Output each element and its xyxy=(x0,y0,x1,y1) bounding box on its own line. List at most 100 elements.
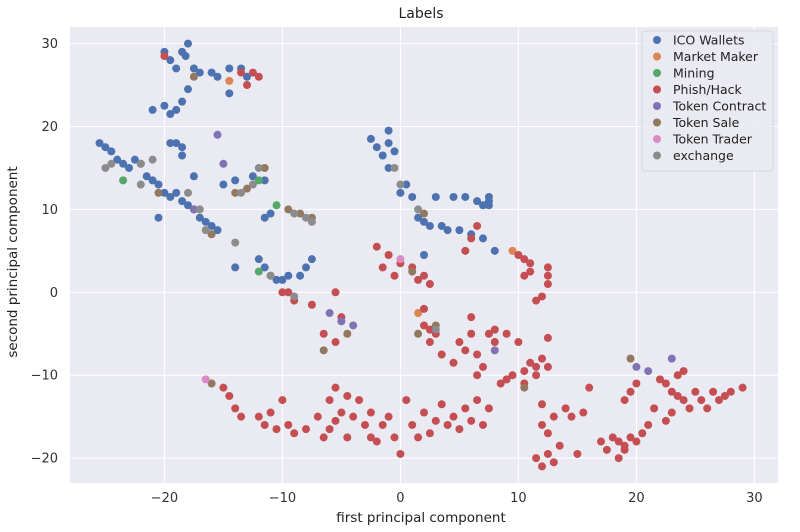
point-phish-hack xyxy=(614,437,623,446)
point-phish-hack xyxy=(726,387,735,396)
point-ico-wallets xyxy=(449,192,458,201)
y-tick-label: 10 xyxy=(41,203,58,218)
point-exchange xyxy=(231,238,240,247)
point-exchange xyxy=(254,163,263,172)
point-ico-wallets xyxy=(420,251,428,259)
point-mining xyxy=(254,267,263,276)
y-tick-label: −10 xyxy=(31,369,58,384)
point-token-sale xyxy=(260,163,269,172)
point-phish-hack xyxy=(650,404,659,413)
point-token-sale xyxy=(207,379,216,388)
point-phish-hack xyxy=(538,292,546,301)
point-ico-wallets xyxy=(130,155,139,164)
point-phish-hack xyxy=(532,371,541,380)
point-phish-hack xyxy=(697,396,706,405)
point-phish-hack xyxy=(425,280,434,289)
point-exchange xyxy=(201,226,210,235)
point-ico-wallets xyxy=(166,139,175,148)
point-ico-wallets xyxy=(455,226,464,235)
point-ico-wallets xyxy=(184,201,192,210)
point-phish-hack xyxy=(390,433,399,442)
point-token-sale xyxy=(243,184,251,193)
point-ico-wallets xyxy=(172,64,181,73)
point-phish-hack xyxy=(543,362,552,371)
point-phish-hack xyxy=(597,437,605,446)
legend-marker xyxy=(653,135,661,143)
point-ico-wallets xyxy=(213,72,222,81)
point-phish-hack xyxy=(484,329,493,338)
point-ico-wallets xyxy=(195,213,204,222)
point-ico-wallets xyxy=(101,143,110,152)
point-mining xyxy=(272,201,281,210)
point-exchange xyxy=(431,325,440,334)
point-phish-hack xyxy=(467,313,476,322)
point-phish-hack xyxy=(738,383,747,392)
point-ico-wallets xyxy=(272,275,281,284)
point-ico-wallets xyxy=(366,134,375,143)
point-phish-hack xyxy=(490,325,499,334)
point-phish-hack xyxy=(284,420,293,429)
x-tick-label: 30 xyxy=(746,491,763,506)
point-ico-wallets xyxy=(207,221,216,230)
point-ico-wallets xyxy=(384,126,393,135)
point-exchange xyxy=(107,159,116,168)
point-phish-hack xyxy=(479,362,487,371)
x-tick-label: −10 xyxy=(269,491,296,506)
point-phish-hack xyxy=(620,441,629,450)
point-phish-hack xyxy=(260,420,269,429)
point-ico-wallets xyxy=(166,110,175,119)
legend-label: Token Trader xyxy=(672,132,753,147)
point-token-sale xyxy=(343,329,352,338)
point-phish-hack xyxy=(543,333,552,342)
point-ico-wallets xyxy=(213,226,222,235)
point-phish-hack xyxy=(420,408,428,417)
point-ico-wallets xyxy=(154,213,163,222)
point-phish-hack xyxy=(378,420,387,429)
point-phish-hack xyxy=(685,404,694,413)
point-phish-hack xyxy=(307,300,316,309)
y-tick-label: 0 xyxy=(50,286,58,301)
point-token-sale xyxy=(189,72,198,81)
point-phish-hack xyxy=(720,391,729,400)
chart-title: Labels xyxy=(398,6,443,22)
point-token-sale xyxy=(520,383,529,392)
point-exchange xyxy=(414,205,423,214)
data-points xyxy=(95,39,747,471)
point-phish-hack xyxy=(526,358,535,367)
point-phish-hack xyxy=(543,263,552,272)
point-ico-wallets xyxy=(113,155,122,164)
point-token-contract xyxy=(667,354,676,363)
point-phish-hack xyxy=(266,408,275,417)
point-phish-hack xyxy=(243,81,251,90)
point-ico-wallets xyxy=(178,97,187,106)
point-phish-hack xyxy=(620,396,629,405)
point-phish-hack xyxy=(532,454,541,463)
point-ico-wallets xyxy=(178,151,187,160)
point-ico-wallets xyxy=(484,192,493,201)
point-market-maker xyxy=(414,309,423,318)
point-phish-hack xyxy=(543,429,552,438)
point-phish-hack xyxy=(673,371,682,380)
point-phish-hack xyxy=(520,367,529,376)
point-ico-wallets xyxy=(219,180,228,189)
x-tick-label: 0 xyxy=(396,491,404,506)
point-phish-hack xyxy=(343,391,352,400)
point-phish-hack xyxy=(343,433,352,442)
point-token-trader xyxy=(201,375,210,384)
point-ico-wallets xyxy=(402,180,411,189)
point-ico-wallets xyxy=(160,101,169,110)
point-ico-wallets xyxy=(225,89,234,98)
point-token-contract xyxy=(219,159,228,168)
point-phish-hack xyxy=(661,379,670,388)
point-phish-hack xyxy=(543,271,552,280)
point-token-contract xyxy=(490,346,499,355)
point-token-sale xyxy=(319,346,328,355)
point-phish-hack xyxy=(626,433,635,442)
point-phish-hack xyxy=(667,408,676,417)
point-phish-hack xyxy=(420,304,428,313)
point-ico-wallets xyxy=(307,255,316,264)
point-phish-hack xyxy=(709,387,718,396)
point-phish-hack xyxy=(667,387,676,396)
point-phish-hack xyxy=(543,449,552,458)
